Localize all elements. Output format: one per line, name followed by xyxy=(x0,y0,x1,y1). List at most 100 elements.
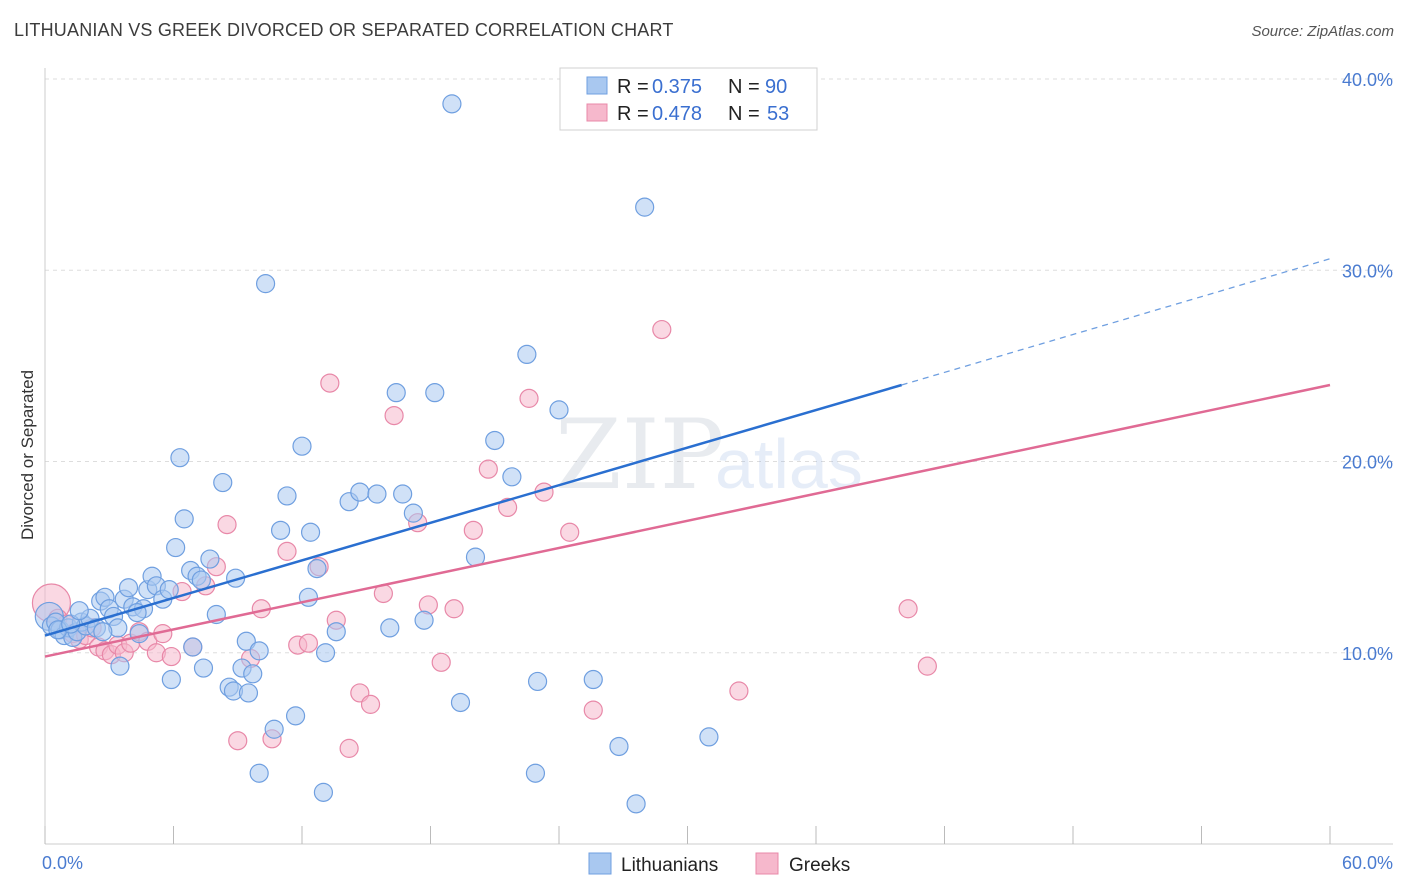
lithuanians-point xyxy=(527,671,548,692)
lithuanians-point xyxy=(442,94,462,114)
legend-n-label-2: N = xyxy=(728,103,760,125)
lithuanians-point xyxy=(277,486,297,506)
bottom-legend-greeks: Greeks xyxy=(789,855,850,876)
legend-n-label-1: N = xyxy=(728,76,760,98)
x-tick-label-0: 0.0% xyxy=(42,853,83,873)
lithuanians-point xyxy=(307,558,327,579)
legend-n-value-2: 53 xyxy=(767,103,789,125)
lithuanians-point xyxy=(414,610,434,630)
chart-source: Source: ZipAtlas.com xyxy=(1251,23,1394,40)
x-tick-label-1: 60.0% xyxy=(1342,853,1393,873)
lithuanians-point xyxy=(298,587,319,607)
lithuanians-point xyxy=(93,622,113,642)
axes xyxy=(44,68,1393,845)
watermark-zip: ZIP xyxy=(555,399,724,511)
lithuanians-point xyxy=(213,472,233,493)
legend-swatch-blue xyxy=(586,76,608,95)
bottom-legend-lithuanians: Lithuanians xyxy=(621,855,718,876)
lithuanians-point xyxy=(386,383,406,403)
bottom-legend-swatch-greeks xyxy=(755,852,779,875)
lithuanians-point xyxy=(626,794,646,814)
greeks-point xyxy=(729,681,749,701)
lithuanians-point xyxy=(292,436,312,456)
watermark-atlas: atlas xyxy=(715,425,863,503)
lithuanians-points xyxy=(34,69,805,814)
lithuanians-point xyxy=(191,570,211,590)
lithuanians-point xyxy=(525,763,546,783)
greeks-point xyxy=(478,459,498,479)
watermark: ZIP atlas xyxy=(555,399,863,511)
lithuanians-point xyxy=(517,344,537,364)
lithuanians-point xyxy=(159,580,179,600)
lithuanians-point xyxy=(403,503,423,523)
lithuanians-point xyxy=(238,683,259,703)
lithuanians-point xyxy=(264,719,284,739)
lithuanians-point xyxy=(285,706,306,726)
lithuanians-point xyxy=(110,656,130,676)
legend-r-label-1: R = xyxy=(617,76,649,98)
greeks-point xyxy=(384,406,404,426)
lithuanians-point xyxy=(326,622,346,642)
greeks-point xyxy=(652,319,672,340)
greeks-point xyxy=(339,738,359,758)
lithuanians-point xyxy=(313,782,334,802)
lithuanians-point xyxy=(200,549,220,569)
y-tick-label-0: 10.0% xyxy=(1342,644,1393,664)
greeks-point xyxy=(217,515,237,535)
greeks-point xyxy=(431,652,451,672)
greeks-point xyxy=(444,599,464,619)
greeks-trend-line xyxy=(44,383,1331,658)
lithuanians-point xyxy=(425,383,445,403)
lithuanians-point xyxy=(255,274,276,294)
bottom-legend: Lithuanians Greeks xyxy=(588,852,850,876)
greeks-point xyxy=(161,646,181,667)
lithuanians-point xyxy=(170,448,190,468)
greeks-point xyxy=(898,599,918,619)
greeks-point xyxy=(320,373,340,393)
lithuanians-point xyxy=(236,631,256,651)
lithuanians-trend-line xyxy=(44,383,903,637)
lithuanians-point xyxy=(129,624,149,644)
greeks-points xyxy=(31,319,937,758)
lithuanians-point xyxy=(69,601,89,621)
legend-box: R = 0.375 N = 90 R = 0.478 N = 53 xyxy=(559,67,818,131)
y-tick-label-3: 40.0% xyxy=(1342,70,1393,90)
greeks-point xyxy=(463,520,483,540)
greeks-point xyxy=(228,731,248,751)
greeks-point xyxy=(583,700,603,720)
lithuanians-point xyxy=(300,522,321,542)
chart-title: LITHUANIAN VS GREEK DIVORCED OR SEPARATE… xyxy=(14,20,674,40)
lithuanians-point xyxy=(450,692,471,713)
lithuanians-point xyxy=(485,430,505,451)
lithuanians-point xyxy=(243,664,263,684)
lithuanians-point xyxy=(583,669,603,690)
legend-n-value-1: 90 xyxy=(765,76,787,98)
x-tick-labels: 0.0% 60.0% xyxy=(42,853,1393,873)
lithuanians-point xyxy=(609,736,629,757)
y-tick-labels: 10.0% 20.0% 30.0% 40.0% xyxy=(1342,70,1393,664)
greeks-point xyxy=(560,522,580,542)
lithuanians-point xyxy=(174,509,194,529)
lithuanians-point xyxy=(193,658,214,678)
greeks-point xyxy=(277,541,297,561)
lithuanians-point xyxy=(315,643,336,663)
greeks-point xyxy=(298,633,319,653)
trend-lines xyxy=(44,258,1331,658)
y-tick-label-1: 20.0% xyxy=(1342,453,1393,473)
grid-lines xyxy=(45,78,1393,654)
greeks-point xyxy=(519,388,539,408)
lithuanians-point xyxy=(183,637,203,657)
lithuanians-point xyxy=(270,520,291,540)
lithuanians-point xyxy=(166,537,186,558)
lithuanians-point xyxy=(699,727,719,747)
lithuanians-point xyxy=(161,669,181,690)
lithuanians-point xyxy=(502,467,522,487)
lithuanians-point xyxy=(635,197,655,217)
y-tick-label-2: 30.0% xyxy=(1342,261,1393,281)
legend-swatch-pink xyxy=(586,103,608,122)
lithuanians-point xyxy=(249,641,269,661)
lithuanians-point xyxy=(393,484,413,504)
y-axis-label: Divorced or Separated xyxy=(18,370,37,540)
greeks-point xyxy=(360,694,381,714)
